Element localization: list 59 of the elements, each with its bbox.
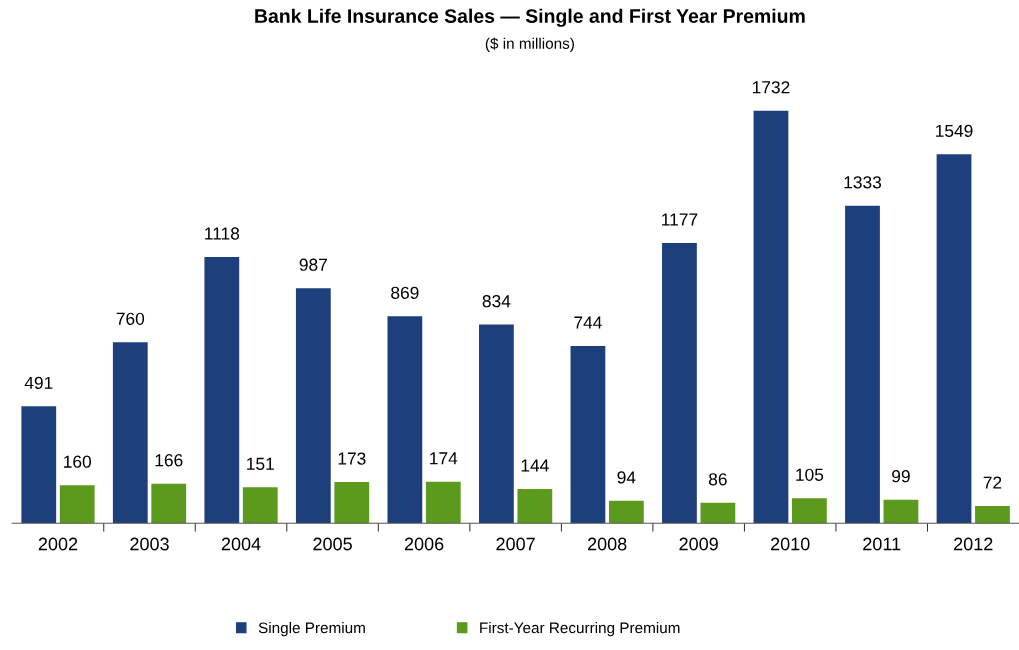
data-label: 151	[247, 457, 274, 470]
x-tick-label: 2009	[679, 537, 718, 551]
bar	[242, 487, 278, 524]
data-label: 1732	[752, 81, 790, 94]
data-label: 173	[338, 452, 366, 465]
x-tick-label: 2012	[954, 537, 993, 551]
legend-label: First-Year Recurring Premium	[480, 622, 680, 637]
chart-title: Bank Life Insurance Sales — Single and First Year Premium	[255, 8, 805, 27]
data-label: 1549	[936, 124, 973, 138]
bar	[425, 481, 461, 524]
bar	[151, 483, 187, 524]
bar	[608, 500, 644, 524]
data-label: 160	[64, 455, 92, 468]
data-label: 166	[155, 454, 183, 467]
x-tick-label: 2003	[130, 537, 169, 551]
data-label: 491	[24, 376, 53, 389]
data-label: 744	[574, 316, 602, 329]
bar	[975, 506, 1010, 524]
x-tick-label: 2004	[221, 537, 261, 551]
bar	[570, 346, 606, 524]
x-tick-label: 2006	[404, 537, 444, 551]
x-tick-label: 2002	[38, 537, 78, 551]
data-label: 144	[521, 459, 549, 472]
data-label: 94	[617, 471, 636, 484]
bar	[479, 324, 514, 524]
bar	[753, 110, 789, 524]
x-tick-label: 2005	[313, 537, 352, 551]
data-label: 174	[430, 452, 458, 465]
bar	[936, 154, 972, 524]
bar	[845, 205, 880, 524]
data-label: 72	[983, 476, 1002, 489]
data-label: 1333	[844, 176, 882, 189]
data-label: 1177	[662, 213, 698, 226]
bar	[59, 485, 95, 524]
x-tick-label: 2008	[587, 537, 627, 551]
bar	[387, 316, 423, 524]
data-label: 869	[391, 286, 419, 299]
data-label: 834	[482, 295, 511, 308]
bar	[517, 488, 553, 524]
data-label: 760	[116, 312, 145, 325]
bar	[662, 242, 697, 524]
bar	[204, 256, 240, 524]
data-label: 99	[892, 470, 910, 483]
x-tick-label: 2011	[863, 537, 901, 551]
bar	[295, 288, 331, 524]
data-label: 86	[708, 473, 727, 486]
data-label: 1118	[205, 227, 240, 240]
x-tick-label: 2007	[496, 537, 535, 551]
x-tick-label: 2010	[771, 537, 810, 551]
bar	[112, 342, 148, 524]
chart-subtitle: ($ in millions)	[485, 37, 574, 52]
bar	[700, 502, 736, 524]
legend-label: Single Premium	[258, 622, 365, 637]
data-label: 987	[299, 258, 327, 271]
bar	[334, 482, 370, 524]
bar	[883, 499, 919, 524]
data-label: 105	[796, 468, 824, 481]
bar	[792, 498, 827, 524]
bar	[21, 406, 57, 524]
